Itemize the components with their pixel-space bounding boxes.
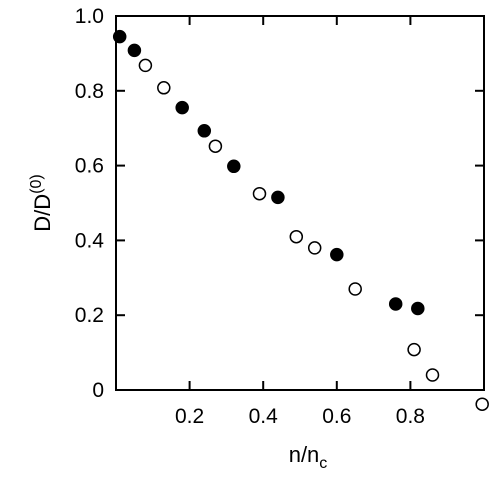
data-point-open: [407, 342, 421, 357]
data-points: [112, 29, 489, 411]
y-tick-label: 0.8: [75, 80, 104, 103]
axis-ticks: [116, 15, 484, 391]
x-tick-label: 0.8: [396, 405, 425, 428]
data-point-filled: [127, 43, 142, 58]
data-point-open: [157, 81, 171, 95]
x-tick-label: 0.4: [249, 405, 279, 428]
x-tick-label: 0.6: [322, 405, 351, 428]
data-point-open: [289, 229, 304, 244]
data-point-open: [348, 282, 362, 296]
data-point-filled: [175, 100, 189, 115]
x-tick-label: 0.2: [175, 405, 204, 428]
data-point-open: [475, 397, 489, 411]
plot-frame: [115, 15, 485, 391]
y-tick-label: 0.2: [75, 304, 104, 327]
data-point-filled: [330, 247, 344, 262]
data-point-filled: [271, 190, 285, 205]
data-point-open: [208, 139, 223, 153]
data-point-filled: [411, 301, 425, 316]
x-axis-label: n/nc: [289, 442, 328, 472]
y-tick-label: 1.0: [75, 5, 104, 28]
y-tick-label: 0: [92, 379, 104, 402]
data-point-filled: [227, 159, 241, 174]
y-tick-label: 0.4: [75, 229, 105, 252]
axis-tick-labels: 0.2 0.4 0.6 0.8 0 0.2 0.4 0.6 0.8 1.0: [75, 5, 425, 428]
data-point-open: [138, 58, 153, 73]
data-point-filled: [388, 297, 403, 311]
data-point-open: [425, 368, 440, 382]
data-point-open: [307, 241, 322, 255]
y-tick-label: 0.6: [75, 155, 104, 178]
data-point-filled: [112, 29, 127, 44]
data-point-filled: [197, 124, 212, 138]
y-axis-label: D/D(0): [28, 174, 55, 231]
data-point-open: [252, 186, 267, 201]
